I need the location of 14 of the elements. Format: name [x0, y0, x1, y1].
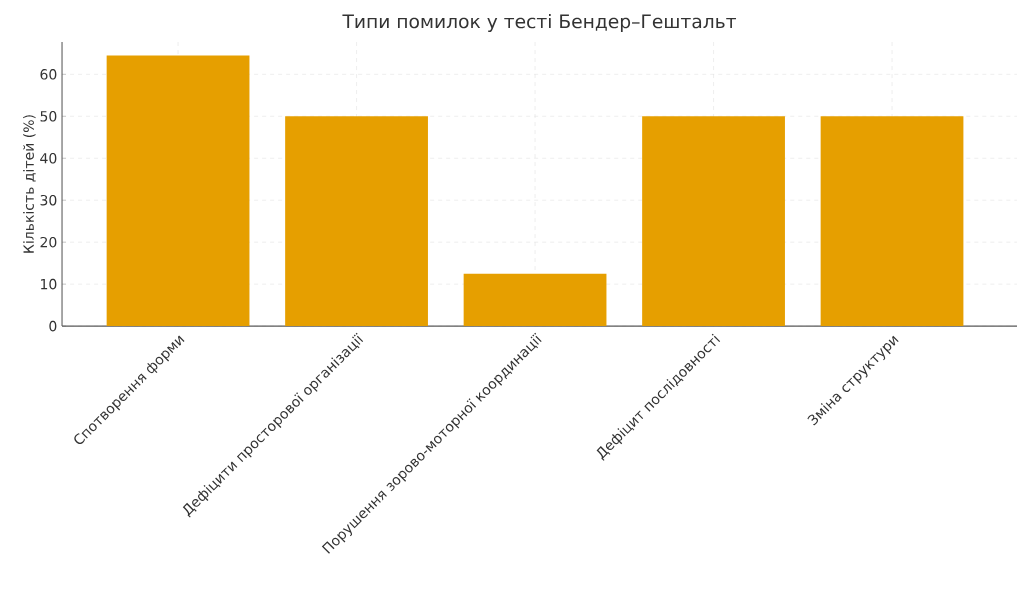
y-tick-label: 60 [40, 68, 57, 80]
chart-title: Типи помилок у тесті Бендер–Гештальт [342, 13, 737, 32]
bar [285, 116, 428, 327]
bar [463, 273, 607, 327]
bar [106, 55, 250, 327]
y-axis-title: Кількість дітей (%) [23, 115, 36, 253]
y-tick-label: 30 [40, 194, 57, 206]
y-tick-label: 40 [40, 152, 57, 164]
bar [642, 116, 785, 327]
y-tick-label: 10 [41, 278, 57, 290]
y-tick-label: 0 [49, 320, 57, 332]
y-tick-label: 20 [40, 236, 57, 248]
y-tick-label: 50 [40, 110, 57, 122]
bar [820, 116, 964, 327]
